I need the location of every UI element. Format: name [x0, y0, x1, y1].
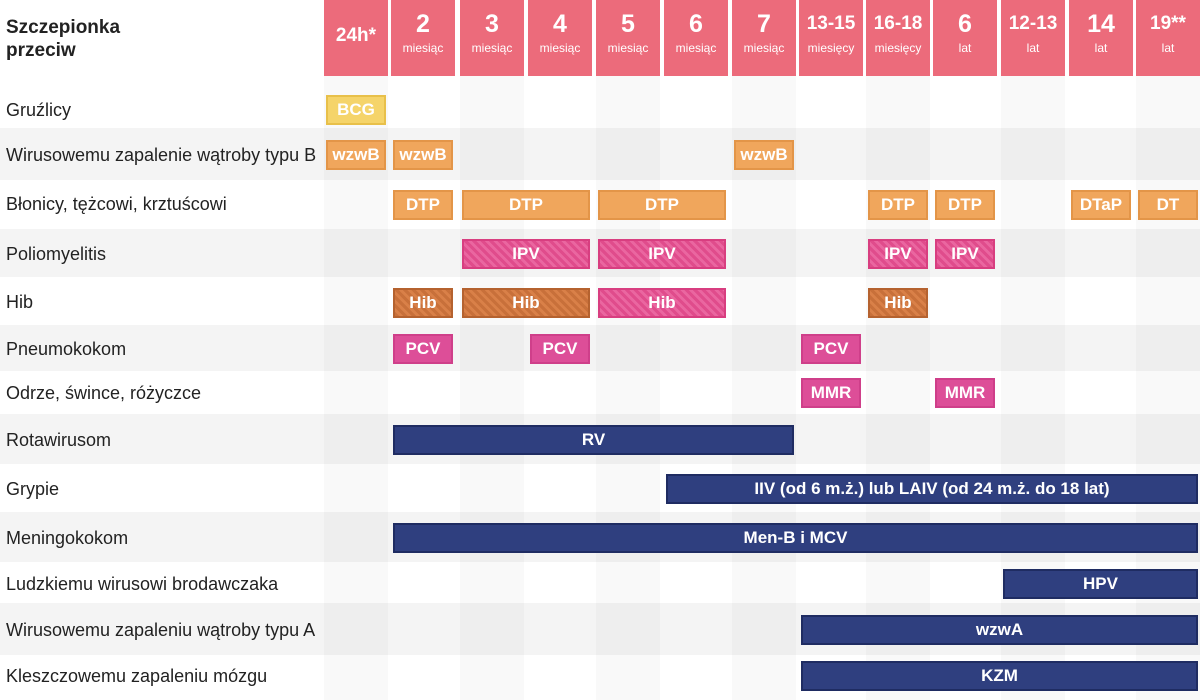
vaccine-bar: BCG [326, 95, 386, 125]
column-header-unit: lat [958, 41, 972, 55]
column-header-value: 19** [1150, 13, 1186, 34]
vaccine-bar: DTP [393, 190, 453, 220]
vaccine-bar: DT [1138, 190, 1198, 220]
column-header: 6 lat [933, 0, 997, 76]
column-header-value: 14 [1087, 10, 1115, 38]
column-header: 14 lat [1069, 0, 1133, 76]
vaccine-bar: IPV [935, 239, 995, 269]
vaccine-bar: DTP [868, 190, 928, 220]
row-label: Wirusowemu zapaleniu wątroby typu A [6, 619, 316, 640]
column-background [732, 0, 796, 700]
row-label: Gruźlicy [6, 99, 72, 120]
row-label: Wirusowemu zapalenie wątroby typu B [6, 144, 317, 165]
column-header-value: 6 [689, 10, 703, 38]
column-header: 3 miesiąc [460, 0, 524, 76]
vaccine-bar: IPV [598, 239, 726, 269]
vaccine-bar: wzwA [801, 615, 1198, 645]
vaccine-bar: PCV [801, 334, 861, 364]
row-label: Błonicy, tężcowi, krztuścowi [6, 194, 227, 214]
column-header-value: 12-13 [1008, 13, 1058, 34]
column-header-value: 6 [958, 10, 972, 38]
column-background [596, 0, 660, 700]
column-header: 16-18 miesięcy [866, 0, 930, 76]
vaccine-bar: Hib [598, 288, 726, 318]
column-header: 7 miesiąc [732, 0, 796, 76]
vaccine-bar: DTP [935, 190, 995, 220]
column-header-unit: lat [1161, 41, 1175, 55]
vaccine-bar: wzwB [326, 140, 386, 170]
column-header: 19** lat [1136, 0, 1200, 76]
column-header-value: 7 [757, 10, 771, 38]
vaccine-bar: DTP [462, 190, 590, 220]
row-label: Hib [6, 292, 34, 312]
vaccine-bar: MMR [935, 378, 995, 408]
corner-title: Szczepionka przeciw [6, 17, 121, 61]
column-header-value: 3 [485, 10, 499, 38]
vaccine-bar: KZM [801, 661, 1198, 691]
column-header-unit: lat [1094, 41, 1108, 55]
column-header: 24h* [324, 0, 388, 76]
column-header: 6 miesiąc [664, 0, 728, 76]
vaccine-bar: wzwB [734, 140, 794, 170]
column-header: 12-13 lat [1001, 0, 1065, 76]
column-header-unit: miesiąc [743, 41, 785, 55]
row-label: Meningokokom [6, 527, 129, 548]
vaccine-bar: RV [393, 425, 794, 455]
column-header-value: 16-18 [873, 13, 923, 34]
vaccine-bar: Hib [462, 288, 590, 318]
column-header-value: 2 [416, 10, 430, 38]
vaccine-bar: PCV [530, 334, 590, 364]
row-label: Kleszczowemu zapaleniu mózgu [6, 665, 268, 686]
column-header-unit: miesięcy [807, 41, 855, 55]
row-label: Poliomyelitis [6, 243, 107, 264]
column-header-unit: miesiąc [539, 41, 581, 55]
column-header: 5 miesiąc [596, 0, 660, 76]
vaccine-bar: DTP [598, 190, 726, 220]
column-header-unit: miesięcy [874, 41, 922, 55]
row-label: Pneumokokom [6, 338, 127, 359]
row-label: Ludzkiemu wirusowi brodawczaka [6, 573, 279, 594]
vaccine-bar: HPV [1003, 569, 1198, 599]
column-header-unit: miesiąc [402, 41, 444, 55]
vaccine-bar: IPV [868, 239, 928, 269]
column-header: 13-15 miesięcy [799, 0, 863, 76]
vaccine-bar: wzwB [393, 140, 453, 170]
column-header-unit: lat [1026, 41, 1040, 55]
column-header-unit: miesiąc [471, 41, 513, 55]
vaccine-bar: DTaP [1071, 190, 1131, 220]
column-header-unit: miesiąc [675, 41, 717, 55]
vaccine-bar: IIV (od 6 m.ż.) lub LAIV (od 24 m.ż. do … [666, 474, 1198, 504]
column-header: 4 miesiąc [528, 0, 592, 76]
row-label: Grypie [6, 478, 60, 499]
row-background [0, 128, 1200, 180]
column-header: 2 miesiąc [391, 0, 455, 76]
column-header-unit: miesiąc [607, 41, 649, 55]
vaccine-bar: PCV [393, 334, 453, 364]
vaccine-bar: Hib [393, 288, 453, 318]
column-header-value: 5 [621, 10, 635, 38]
vaccine-bar: Men-B i MCV [393, 523, 1198, 553]
column-header-value: 13-15 [806, 13, 856, 34]
vaccine-bar: Hib [868, 288, 928, 318]
column-background [866, 0, 930, 700]
column-header-value: 4 [553, 10, 567, 38]
row-label: Odrze, śwince, różyczce [6, 382, 202, 403]
row-background [0, 325, 1200, 371]
vaccine-bar: MMR [801, 378, 861, 408]
column-header-value: 24h* [335, 25, 377, 46]
row-label: Rotawirusom [6, 429, 112, 450]
vaccine-bar: IPV [462, 239, 590, 269]
column-background [460, 0, 524, 700]
